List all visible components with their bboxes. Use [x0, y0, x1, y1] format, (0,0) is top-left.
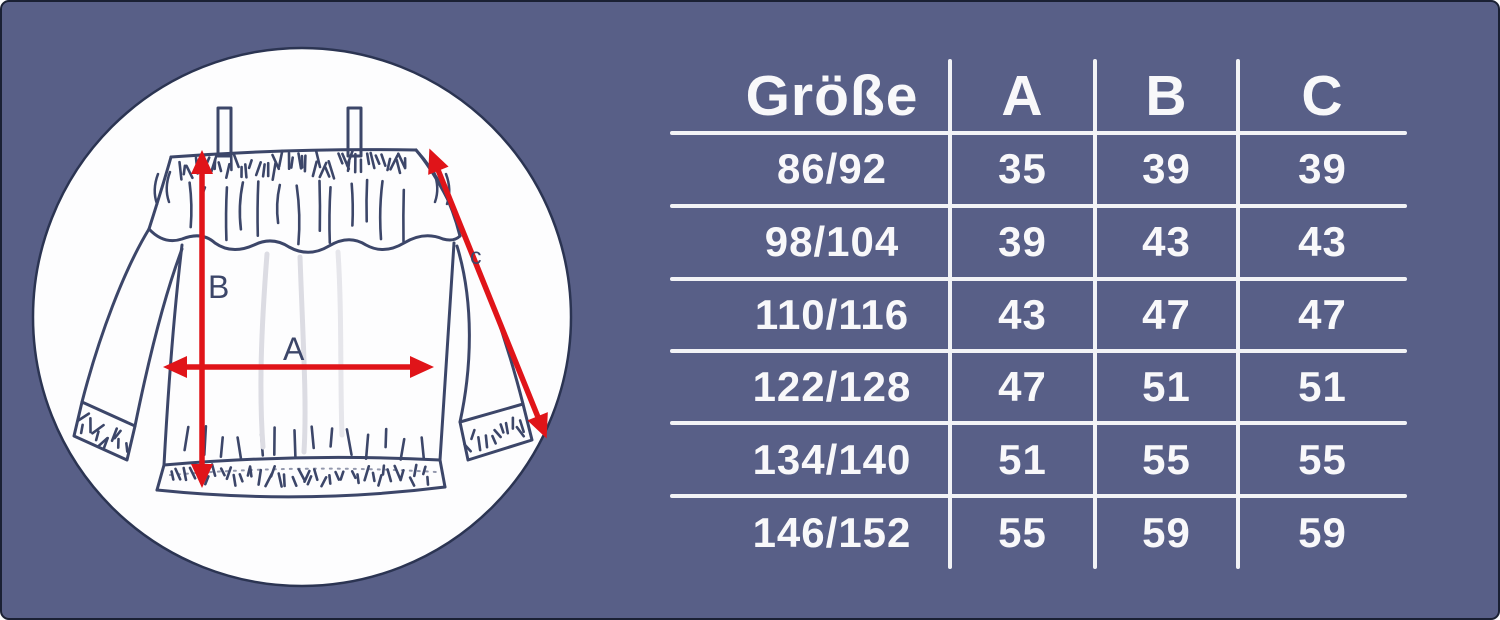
value-cell: 47: [1142, 290, 1191, 338]
gather-lines-hem: [183, 424, 426, 461]
table-hline: [670, 204, 1407, 208]
size-cell: 110/116: [754, 290, 910, 338]
value-cell: 35: [998, 145, 1047, 193]
label-b: B: [208, 269, 229, 305]
value-cell: 47: [1298, 290, 1347, 338]
size-cell: 134/140: [752, 436, 912, 484]
measurement-arrows: [163, 148, 548, 488]
value-cell: 55: [1142, 436, 1191, 484]
table-row: 86/92 35 39 39: [670, 133, 1407, 206]
header-a: A: [1001, 64, 1044, 128]
size-cell: 146/152: [752, 508, 912, 556]
table-hline: [670, 277, 1407, 281]
strap-left: [216, 106, 233, 158]
arrow-c: [428, 148, 548, 439]
size-cell: 98/104: [764, 218, 900, 265]
table-row: 98/104 39 43 43: [670, 206, 1407, 279]
value-cell: 43: [998, 290, 1047, 338]
value-cell: 59: [1298, 508, 1347, 556]
size-cell: 122/128: [752, 363, 912, 411]
header-size: Größe: [745, 64, 919, 128]
garment-diagram-svg: A B c: [31, 46, 573, 588]
size-cell: 86/92: [776, 145, 888, 193]
size-table: Größe A B C 86/92 35 39 39 98/104 39 43 43 110/1…: [670, 59, 1407, 569]
label-c: c: [470, 243, 482, 269]
value-cell: 51: [998, 436, 1047, 484]
value-cell: 55: [998, 508, 1047, 556]
table-hline: [670, 131, 1407, 135]
header-c: C: [1301, 64, 1344, 128]
table-row: 110/116 43 47 47: [670, 278, 1407, 351]
value-cell: 55: [1298, 436, 1347, 484]
header-b: B: [1145, 64, 1188, 128]
table-vline: [1093, 59, 1097, 569]
table-row: 134/140 51 55 55: [670, 424, 1407, 497]
table-row: 122/128 47 51 51: [670, 351, 1407, 424]
table-vline: [1236, 59, 1240, 569]
value-cell: 39: [998, 218, 1047, 265]
label-a: A: [283, 331, 305, 367]
table-vline: [948, 59, 952, 569]
value-cell: 51: [1142, 363, 1191, 411]
value-cell: 59: [1142, 508, 1191, 556]
garment-diagram: A B c: [2, 2, 622, 618]
value-cell: 43: [1298, 218, 1347, 265]
value-cell: 39: [1142, 145, 1191, 193]
size-table-rows: 86/92 35 39 39 98/104 39 43 43 110/116 43 47 47 122/…: [670, 133, 1407, 569]
table-hline: [670, 421, 1407, 425]
value-cell: 51: [1298, 363, 1347, 411]
elastic-stitches-top: [178, 149, 407, 181]
value-cell: 39: [1298, 145, 1347, 193]
elastic-stitches-cuff-left: [76, 412, 129, 453]
table-row: 146/152 55 59 59: [670, 496, 1407, 569]
value-cell: 43: [1142, 218, 1191, 265]
table-hline: [670, 349, 1407, 353]
value-cell: 47: [998, 363, 1047, 411]
table-hline: [670, 494, 1407, 498]
table-header-row: Größe A B C: [670, 59, 1407, 133]
